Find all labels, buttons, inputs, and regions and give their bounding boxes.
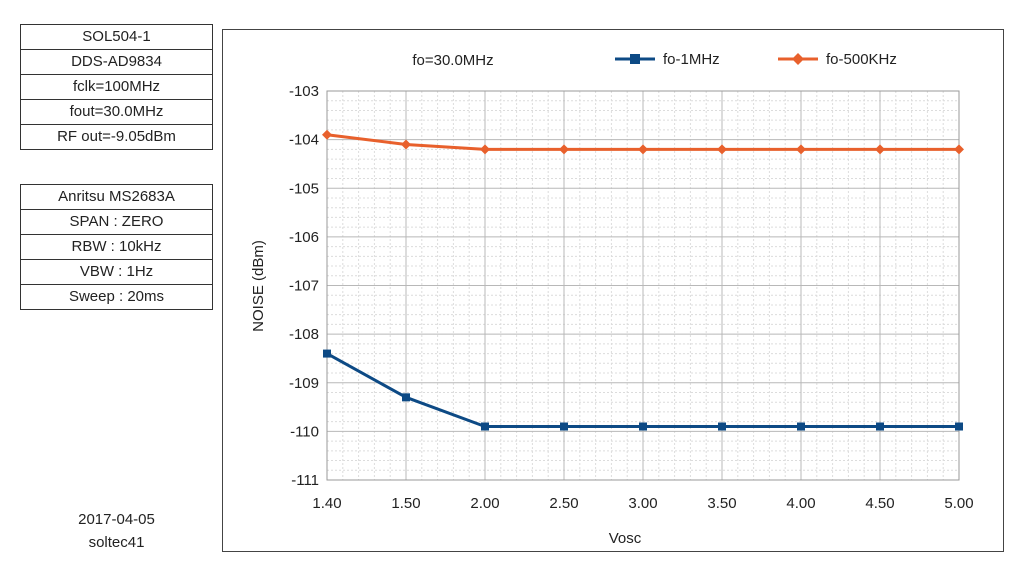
data-point: [323, 349, 331, 358]
chart-series: [322, 129, 964, 431]
instrument-vbw: VBW : 1Hz: [20, 259, 213, 285]
data-point: [560, 422, 568, 431]
y-tick-label: -107: [289, 278, 319, 295]
author-text: soltec41: [88, 534, 145, 551]
instrument-name: Anritsu MS2683A: [20, 184, 213, 210]
chart-legend: fo-1MHz fo-500KHz: [615, 51, 897, 68]
x-tick-label: 2.50: [549, 495, 578, 512]
data-point: [876, 422, 884, 431]
settings-table: SOL504-1 DDS-AD9834 fclk=100MHz fout=30.…: [20, 24, 213, 150]
legend-marker-diamond: [792, 53, 804, 65]
x-tick-label: 3.50: [707, 495, 736, 512]
data-point: [875, 144, 885, 155]
data-point: [954, 144, 964, 155]
data-point: [559, 144, 569, 155]
x-tick-label: 1.50: [391, 495, 420, 512]
x-tick-label: 3.00: [628, 495, 657, 512]
instrument-table: Anritsu MS2683A SPAN : ZERO RBW : 10kHz …: [20, 184, 213, 310]
data-point: [402, 393, 410, 402]
data-point: [481, 422, 489, 431]
data-point: [480, 144, 490, 155]
data-point: [717, 144, 727, 155]
x-tick-label: 5.00: [944, 495, 973, 512]
settings-fclk: fclk=100MHz: [20, 74, 213, 100]
legend-marker-square: [630, 54, 640, 64]
y-tick-label: -106: [289, 229, 319, 246]
y-tick-label: -105: [289, 180, 319, 197]
date-text: 2017-04-05: [78, 511, 155, 528]
instrument-sweep: Sweep : 20ms: [20, 284, 213, 310]
instrument-rbw: RBW : 10kHz: [20, 234, 213, 260]
y-tick-label: -104: [289, 132, 319, 149]
x-axis-title: Vosc: [609, 530, 642, 547]
y-tick-label: -110: [290, 423, 319, 440]
x-tick-label: 2.00: [470, 495, 499, 512]
chart-title: fo=30.0MHz: [412, 52, 493, 69]
data-point: [401, 139, 411, 150]
settings-dds: DDS-AD9834: [20, 49, 213, 75]
data-point: [718, 422, 726, 431]
y-tick-label: -103: [289, 83, 319, 100]
data-point: [638, 144, 648, 155]
y-tick-label: -111: [291, 472, 319, 489]
data-point: [639, 422, 647, 431]
settings-model: SOL504-1: [20, 24, 213, 50]
x-tick-label: 4.00: [786, 495, 815, 512]
legend-label-2: fo-500KHz: [826, 51, 897, 68]
settings-rf-out: RF out=-9.05dBm: [20, 124, 213, 150]
noise-chart: -103 -104 -105 -106 -107 -108 -109 -110 -111 1.40…: [250, 51, 974, 547]
settings-fout: fout=30.0MHz: [20, 99, 213, 125]
x-tick-label: 1.40: [312, 495, 341, 512]
chart-frame: -103 -104 -105 -106 -107 -108 -109 -110 -111 1.40…: [222, 29, 1004, 552]
legend-label-1: fo-1MHz: [663, 51, 720, 68]
data-point: [796, 144, 806, 155]
data-point: [955, 422, 963, 431]
chart-axes: -103 -104 -105 -106 -107 -108 -109 -110 -111 1.40…: [289, 83, 974, 512]
data-point: [797, 422, 805, 431]
x-tick-label: 4.50: [865, 495, 894, 512]
instrument-span: SPAN : ZERO: [20, 209, 213, 235]
plot-area-border: [326, 90, 960, 481]
y-axis-title: NOISE (dBm): [250, 240, 267, 332]
y-tick-label: -109: [289, 375, 319, 392]
y-tick-label: -108: [289, 326, 319, 343]
data-point: [322, 129, 332, 140]
